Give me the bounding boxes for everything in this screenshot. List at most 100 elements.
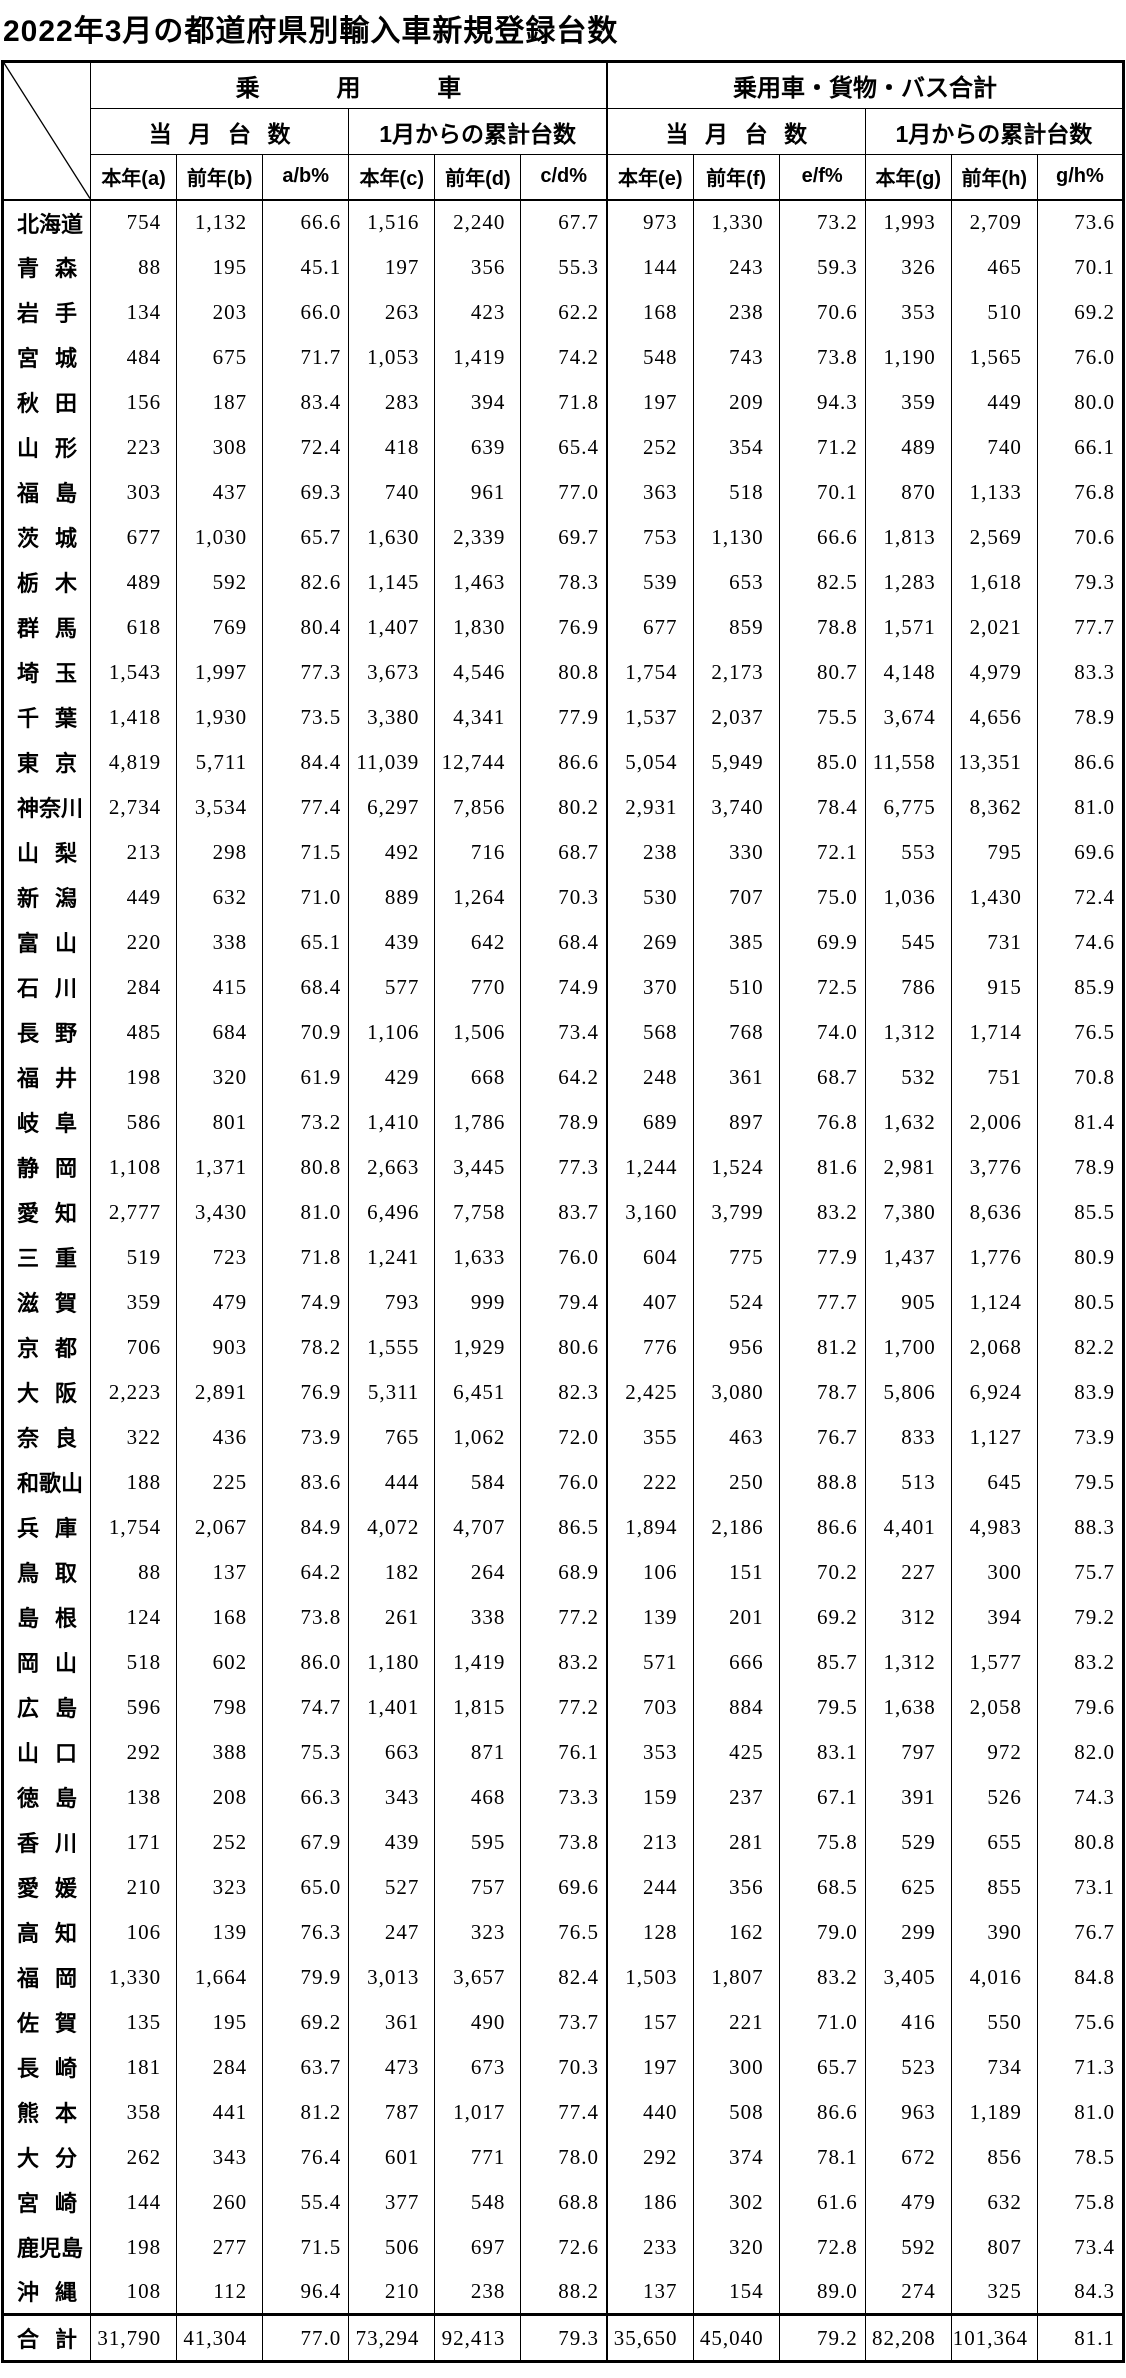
table-header: 乗用車 乗用車・貨物・バス合計 当月台数 1月からの累計台数 当月台数 1月から…: [2, 61, 1125, 201]
value-cell: 71.8: [262, 1234, 350, 1280]
table-row: 佐賀 135 195 69.2 361 490 73.7 157 221 71.0 416 550 75…: [2, 1999, 1125, 2045]
value-cell: 73.2: [778, 199, 866, 245]
value-cell: 1,036: [864, 874, 952, 920]
value-cell: 897: [692, 1099, 780, 1145]
value-cell: 76.5: [1036, 1009, 1125, 1055]
value-cell: 3,799: [692, 1189, 780, 1235]
table-row: 愛媛 210 323 65.0 527 757 69.6 244 356 68.5 625 855 73…: [2, 1864, 1125, 1910]
value-cell: 1,312: [864, 1009, 952, 1055]
table-row: 和歌山 188 225 83.6 444 584 76.0 222 250 88.8 513 645 7…: [2, 1459, 1125, 1505]
value-cell: 210: [89, 1864, 178, 1910]
value-cell: 308: [176, 424, 264, 470]
value-cell: 1,524: [692, 1144, 780, 1190]
value-cell: 2,021: [950, 604, 1038, 650]
value-cell: 210: [348, 2269, 436, 2315]
value-cell: 86.6: [1036, 739, 1125, 785]
value-cell: 79.2: [1036, 1594, 1125, 1640]
value-cell: 1,283: [864, 559, 952, 605]
value-cell: 69.9: [778, 919, 866, 965]
col-header-d: 前年(d): [434, 154, 522, 201]
value-cell: 82.5: [778, 559, 866, 605]
value-cell: 1,418: [89, 694, 178, 740]
value-cell: 88: [89, 244, 178, 290]
value-cell: 391: [864, 1774, 952, 1820]
value-cell: 490: [434, 1999, 522, 2045]
value-cell: 1,371: [176, 1144, 264, 1190]
value-cell: 82.3: [520, 1369, 608, 1415]
table-row: 長崎 181 284 63.7 473 673 70.3 197 300 65.7 523 734 71…: [2, 2044, 1125, 2090]
value-cell: 7,758: [434, 1189, 522, 1235]
value-cell: 795: [950, 829, 1038, 875]
value-cell: 274: [864, 2269, 952, 2315]
table-row: 鳥取 88 137 64.2 182 264 68.9 106 151 70.2 227 300 75.…: [2, 1549, 1125, 1595]
value-cell: 68.5: [778, 1864, 866, 1910]
value-cell: 157: [605, 1999, 694, 2045]
value-cell: 41,304: [176, 2313, 264, 2362]
value-cell: 283: [348, 379, 436, 425]
value-cell: 106: [89, 1909, 178, 1955]
header-sub-cumulative-2: 1月からの累計台数: [864, 108, 1125, 155]
value-cell: 55.4: [262, 2179, 350, 2225]
value-cell: 151: [692, 1549, 780, 1595]
value-cell: 75.8: [1036, 2179, 1125, 2225]
value-cell: 390: [950, 1909, 1038, 1955]
value-cell: 7,856: [434, 784, 522, 830]
value-cell: 12,744: [434, 739, 522, 785]
col-header-a: 本年(a): [89, 154, 178, 201]
value-cell: 3,673: [348, 649, 436, 695]
value-cell: 632: [950, 2179, 1038, 2225]
value-cell: 237: [692, 1774, 780, 1820]
value-cell: 65.7: [778, 2044, 866, 2090]
value-cell: 77.2: [520, 1684, 608, 1730]
value-cell: 548: [434, 2179, 522, 2225]
value-cell: 2,006: [950, 1099, 1038, 1145]
value-cell: 807: [950, 2224, 1038, 2270]
prefecture-name: 熊本: [2, 2089, 91, 2135]
prefecture-name: 静岡: [2, 1144, 91, 1190]
value-cell: 299: [864, 1909, 952, 1955]
value-cell: 197: [348, 244, 436, 290]
prefecture-name: 秋田: [2, 379, 91, 425]
value-cell: 4,819: [89, 739, 178, 785]
col-header-e: 本年(e): [605, 154, 694, 201]
value-cell: 625: [864, 1864, 952, 1910]
value-cell: 441: [176, 2089, 264, 2135]
value-cell: 338: [176, 919, 264, 965]
value-cell: 765: [348, 1414, 436, 1460]
value-cell: 322: [89, 1414, 178, 1460]
value-cell: 1,618: [950, 559, 1038, 605]
value-cell: 425: [692, 1729, 780, 1775]
prefecture-name: 埼玉: [2, 649, 91, 695]
value-cell: 3,776: [950, 1144, 1038, 1190]
value-cell: 870: [864, 469, 952, 515]
value-cell: 78.4: [778, 784, 866, 830]
value-cell: 75.6: [1036, 1999, 1125, 2045]
value-cell: 76.0: [520, 1234, 608, 1280]
value-cell: 1,133: [950, 469, 1038, 515]
table-row: 山形 223 308 72.4 418 639 65.4 252 354 71.2 489 740 66…: [2, 424, 1125, 470]
value-cell: 550: [950, 1999, 1038, 2045]
value-cell: 905: [864, 1279, 952, 1325]
value-cell: 269: [605, 919, 694, 965]
value-cell: 723: [176, 1234, 264, 1280]
value-cell: 513: [864, 1459, 952, 1505]
value-cell: 374: [692, 2134, 780, 2180]
value-cell: 78.9: [1036, 694, 1125, 740]
value-cell: 797: [864, 1729, 952, 1775]
value-cell: 66.1: [1036, 424, 1125, 470]
value-cell: 65.4: [520, 424, 608, 470]
value-cell: 743: [692, 334, 780, 380]
value-cell: 106: [605, 1549, 694, 1595]
value-cell: 508: [692, 2089, 780, 2135]
value-cell: 645: [950, 1459, 1038, 1505]
value-cell: 284: [176, 2044, 264, 2090]
value-cell: 1,330: [89, 1954, 178, 2000]
value-cell: 76.0: [520, 1459, 608, 1505]
value-cell: 71.0: [778, 1999, 866, 2045]
prefecture-name: 兵庫: [2, 1504, 91, 1550]
value-cell: 70.6: [778, 289, 866, 335]
value-cell: 539: [605, 559, 694, 605]
value-cell: 78.5: [1036, 2134, 1125, 2180]
value-cell: 76.3: [262, 1909, 350, 1955]
value-cell: 72.8: [778, 2224, 866, 2270]
